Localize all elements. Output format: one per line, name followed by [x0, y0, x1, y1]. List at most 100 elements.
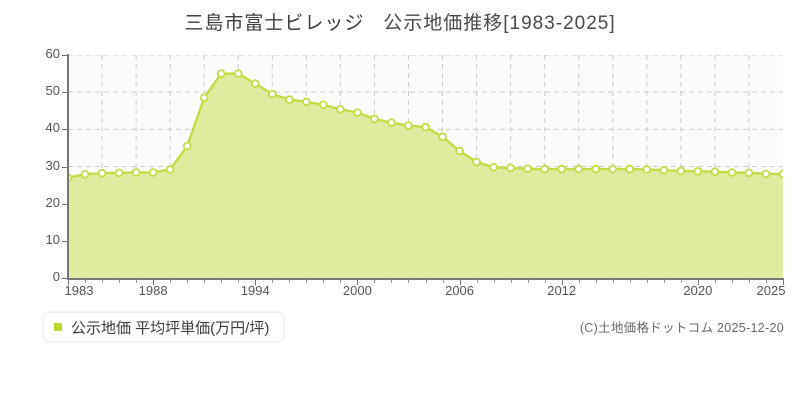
- x-axis-tick-label: 2020: [683, 283, 713, 298]
- x-axis-tick-minor: [442, 279, 444, 283]
- x-axis-tick-minor: [765, 279, 767, 283]
- data-point: [744, 168, 754, 178]
- data-point: [80, 170, 90, 179]
- data-point: [421, 122, 430, 132]
- data-point: [574, 164, 584, 174]
- x-axis-tick-label: 2000: [342, 283, 372, 298]
- y-axis-tick-label: 60: [45, 46, 60, 61]
- y-axis-tick-label: 20: [45, 194, 60, 210]
- y-axis-tick: [62, 55, 68, 56]
- data-point: [608, 164, 618, 174]
- y-axis-tick: [62, 166, 68, 168]
- data-point: [506, 163, 515, 173]
- legend-label: 公示地価 平均坪単価(万円/坪): [71, 319, 270, 337]
- x-axis-tick-minor: [646, 279, 648, 283]
- x-axis-tick-major: [153, 279, 155, 285]
- x-axis-tick-minor: [476, 279, 478, 283]
- x-axis-tick-minor: [595, 279, 597, 283]
- series-svg: [68, 55, 783, 278]
- x-axis-tick-minor: [408, 279, 410, 283]
- plot-area: [68, 55, 783, 278]
- data-point: [199, 93, 209, 103]
- x-axis-tick-major: [783, 279, 784, 285]
- data-point: [182, 141, 192, 151]
- data-point: [761, 169, 771, 179]
- x-axis-tick-minor: [544, 279, 546, 283]
- chart-title-place: 三島市富士ビレッジ: [184, 13, 365, 34]
- data-point: [472, 157, 481, 167]
- y-axis-tick: [62, 92, 68, 94]
- x-axis-tick-minor: [680, 279, 682, 283]
- x-axis-tick-minor: [136, 279, 138, 283]
- data-point: [131, 168, 141, 177]
- data-point: [523, 164, 532, 174]
- data-point: [267, 89, 277, 99]
- data-point: [676, 166, 686, 176]
- x-axis-tick-minor: [578, 279, 580, 283]
- y-axis-tick: [62, 240, 68, 242]
- x-axis-tick-minor: [204, 279, 206, 283]
- x-axis-tick-label: 1983: [64, 283, 94, 298]
- x-axis-tick-major: [255, 279, 257, 285]
- data-point: [642, 165, 652, 174]
- data-point: [455, 146, 464, 156]
- data-point: [625, 164, 635, 174]
- x-axis-tick-minor: [119, 279, 121, 283]
- x-axis-tick-major: [357, 279, 359, 285]
- data-point: [693, 167, 703, 176]
- x-axis-tick-minor: [510, 279, 512, 283]
- x-axis-tick-major: [68, 279, 69, 285]
- chart-legend: 公示地価 平均坪単価(万円/坪): [44, 313, 284, 341]
- x-axis-tick-minor: [663, 279, 665, 283]
- x-axis-tick-minor: [238, 279, 240, 283]
- x-axis-tick-minor: [714, 279, 716, 283]
- y-axis-tick: [62, 278, 68, 279]
- y-axis-labels: 0 10 20 30 40 50 60: [12, 0, 60, 400]
- x-axis-line: [67, 278, 784, 280]
- x-axis-tick-major: [561, 279, 563, 285]
- y-axis-tick-label: 0: [52, 269, 60, 284]
- data-point: [319, 100, 328, 110]
- chart-title-range: [1983-2025]: [503, 13, 616, 34]
- data-point: [778, 169, 783, 179]
- data-point: [489, 162, 498, 172]
- data-point: [250, 79, 260, 88]
- y-axis-tick: [62, 129, 68, 131]
- y-axis-tick-label: 30: [45, 157, 60, 173]
- x-axis-tick-minor: [272, 279, 274, 283]
- x-axis-tick-label: 1988: [138, 283, 168, 298]
- x-axis-tick-minor: [306, 279, 308, 283]
- x-axis-tick-label: 2025: [756, 283, 786, 298]
- x-axis-tick-minor: [340, 279, 342, 283]
- x-axis-tick-minor: [323, 279, 325, 283]
- data-point: [97, 168, 107, 178]
- data-point: [216, 69, 226, 78]
- data-point: [387, 118, 396, 127]
- x-axis-tick-minor: [527, 279, 529, 283]
- x-axis-tick-minor: [102, 279, 104, 283]
- data-point: [68, 173, 73, 182]
- data-point: [727, 168, 737, 177]
- y-axis-tick-label: 50: [45, 83, 60, 99]
- x-axis-tick-major: [459, 279, 461, 285]
- legend-swatch-icon: [54, 323, 62, 331]
- x-axis-tick-label: 2012: [547, 283, 577, 298]
- x-axis-tick-minor: [629, 279, 631, 283]
- y-axis-tick-label: 40: [45, 120, 60, 136]
- data-point: [114, 168, 124, 178]
- data-point: [233, 69, 243, 78]
- chart-title: 三島市富士ビレッジ 公示地価推移[1983-2025]: [0, 8, 800, 35]
- x-axis-tick-minor: [85, 279, 87, 283]
- x-axis-tick-minor: [221, 279, 223, 283]
- chart-title-metric: 公示地価推移: [383, 13, 504, 34]
- x-axis-tick-minor: [425, 279, 427, 283]
- x-axis-tick-label: 1994: [240, 283, 270, 298]
- data-point: [591, 164, 601, 174]
- x-axis-tick-minor: [374, 279, 376, 283]
- data-point: [165, 165, 175, 174]
- data-point: [404, 121, 413, 130]
- data-point: [438, 132, 447, 142]
- x-axis-tick-minor: [187, 279, 189, 283]
- x-axis-tick-minor: [612, 279, 614, 283]
